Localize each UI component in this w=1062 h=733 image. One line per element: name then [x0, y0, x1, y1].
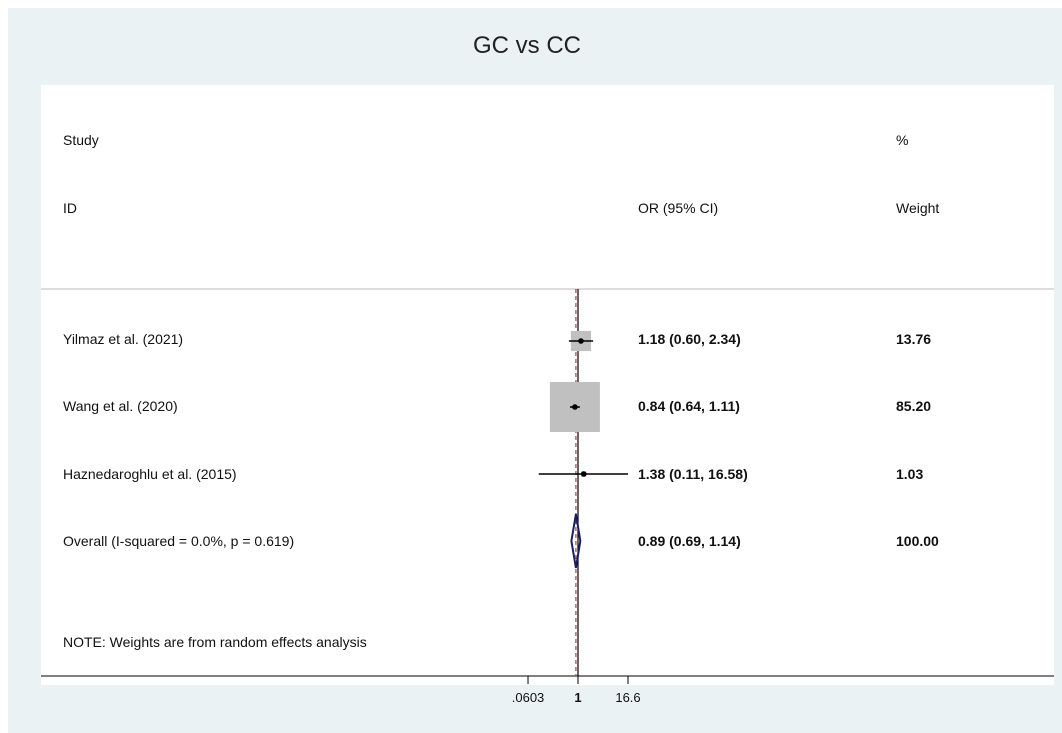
study-or-text: 1.38 (0.11, 16.58) [638, 466, 748, 482]
study-point [580, 471, 587, 477]
overall-label: Overall (I-squared = 0.0%, p = 0.619) [63, 533, 295, 549]
chart-title: GC vs CC [473, 32, 581, 59]
x-tick-label: 1 [574, 690, 582, 705]
x-tick-label: .0603 [511, 690, 545, 705]
header-weight: Weight [896, 200, 940, 216]
header-study: Study [63, 132, 99, 148]
study-weight: 13.76 [896, 331, 932, 347]
header-id: ID [63, 200, 77, 216]
study-label: Yilmaz et al. (2021) [63, 331, 184, 347]
header-percent: % [896, 132, 909, 148]
note-text: NOTE: Weights are from random effects an… [63, 634, 367, 650]
study-or-text: 1.18 (0.60, 2.34) [638, 331, 741, 347]
study-label: Haznedaroghlu et al. (2015) [63, 466, 237, 482]
study-point [572, 404, 578, 410]
header-or: OR (95% CI) [638, 200, 719, 216]
x-tick-label: 16.6 [615, 690, 641, 705]
study-weight: 1.03 [896, 466, 924, 482]
overall-diamond [570, 513, 582, 569]
study-label: Wang et al. (2020) [63, 398, 178, 414]
study-or-text: 0.84 (0.64, 1.11) [638, 398, 740, 414]
overall-or-text: 0.89 (0.69, 1.14) [638, 533, 741, 549]
overall-weight: 100.00 [896, 533, 939, 549]
study-point [578, 338, 584, 344]
plot-area [41, 85, 1054, 685]
study-weight: 85.20 [896, 398, 932, 414]
